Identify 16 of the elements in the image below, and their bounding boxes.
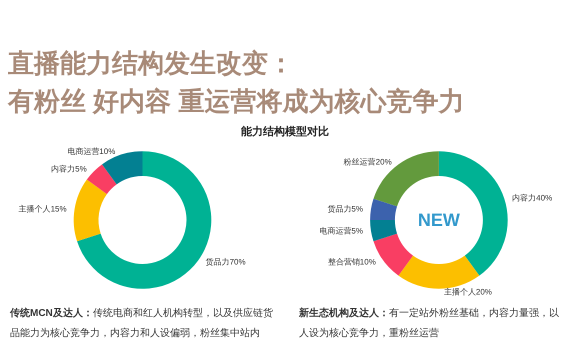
slice-label: 内容力40% [512, 193, 552, 202]
slice-label: 内容力5% [51, 164, 87, 174]
text: 能力结构模型对比 [240, 124, 330, 139]
slice-label: 整合营销10% [328, 258, 376, 267]
slice-label: 主播个人20% [444, 287, 492, 296]
slice-label: 主播个人15% [18, 204, 67, 214]
slice-label: 货品力5% [327, 204, 363, 214]
slice-label: 货品力70% [206, 258, 246, 267]
text: NEW [418, 210, 460, 230]
slice-label: 电商运营5% [319, 226, 363, 236]
slice-label: 粉丝运营20% [344, 157, 392, 166]
chart-subtitle: 有粉丝 好内容 重运营将成为核心竞争力 [8, 85, 464, 118]
text: 新生态机构及达人： [299, 308, 389, 319]
slice-label: 电商运营10% [67, 147, 116, 156]
chart-title: 直播能力结构发生改变： [8, 47, 295, 80]
text: 传统MCN及达人： [10, 308, 93, 319]
